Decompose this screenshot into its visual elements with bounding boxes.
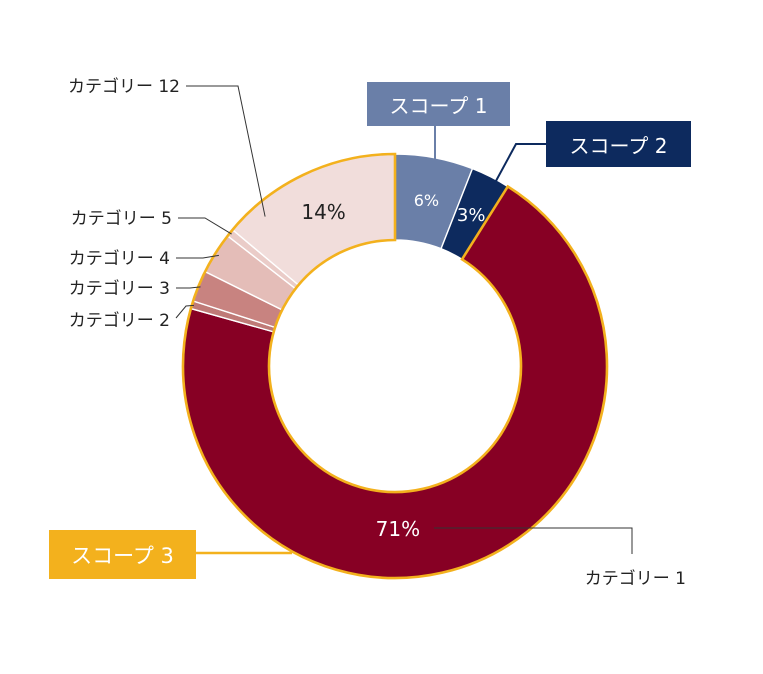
leader-scope2	[494, 143, 546, 184]
category-label-cat4: カテゴリー 4	[69, 248, 170, 269]
leader-cat3	[176, 286, 201, 289]
category-label-cat1: カテゴリー 1	[585, 568, 686, 589]
leader-cat1	[434, 527, 633, 554]
value-label-scope2: 3%	[457, 205, 486, 226]
category-label-cat12: カテゴリー 12	[68, 76, 180, 97]
scope3-outline	[181, 152, 609, 580]
leader-cat4	[176, 254, 219, 259]
value-label-scope1: 6%	[414, 191, 439, 210]
scope1-badge: スコープ 1	[367, 82, 510, 126]
scope2-badge: スコープ 2	[546, 121, 691, 167]
category-label-cat2: カテゴリー 2	[69, 310, 170, 331]
leader-cat5	[178, 217, 232, 235]
value-label-cat1: 71%	[376, 517, 420, 541]
scope3-badge: スコープ 3	[49, 530, 196, 579]
category-label-cat5: カテゴリー 5	[71, 208, 172, 229]
category-label-cat3: カテゴリー 3	[69, 278, 170, 299]
leader-cat2	[175, 304, 194, 319]
leader-cat12	[186, 85, 266, 217]
value-label-cat12: 14%	[301, 200, 345, 224]
